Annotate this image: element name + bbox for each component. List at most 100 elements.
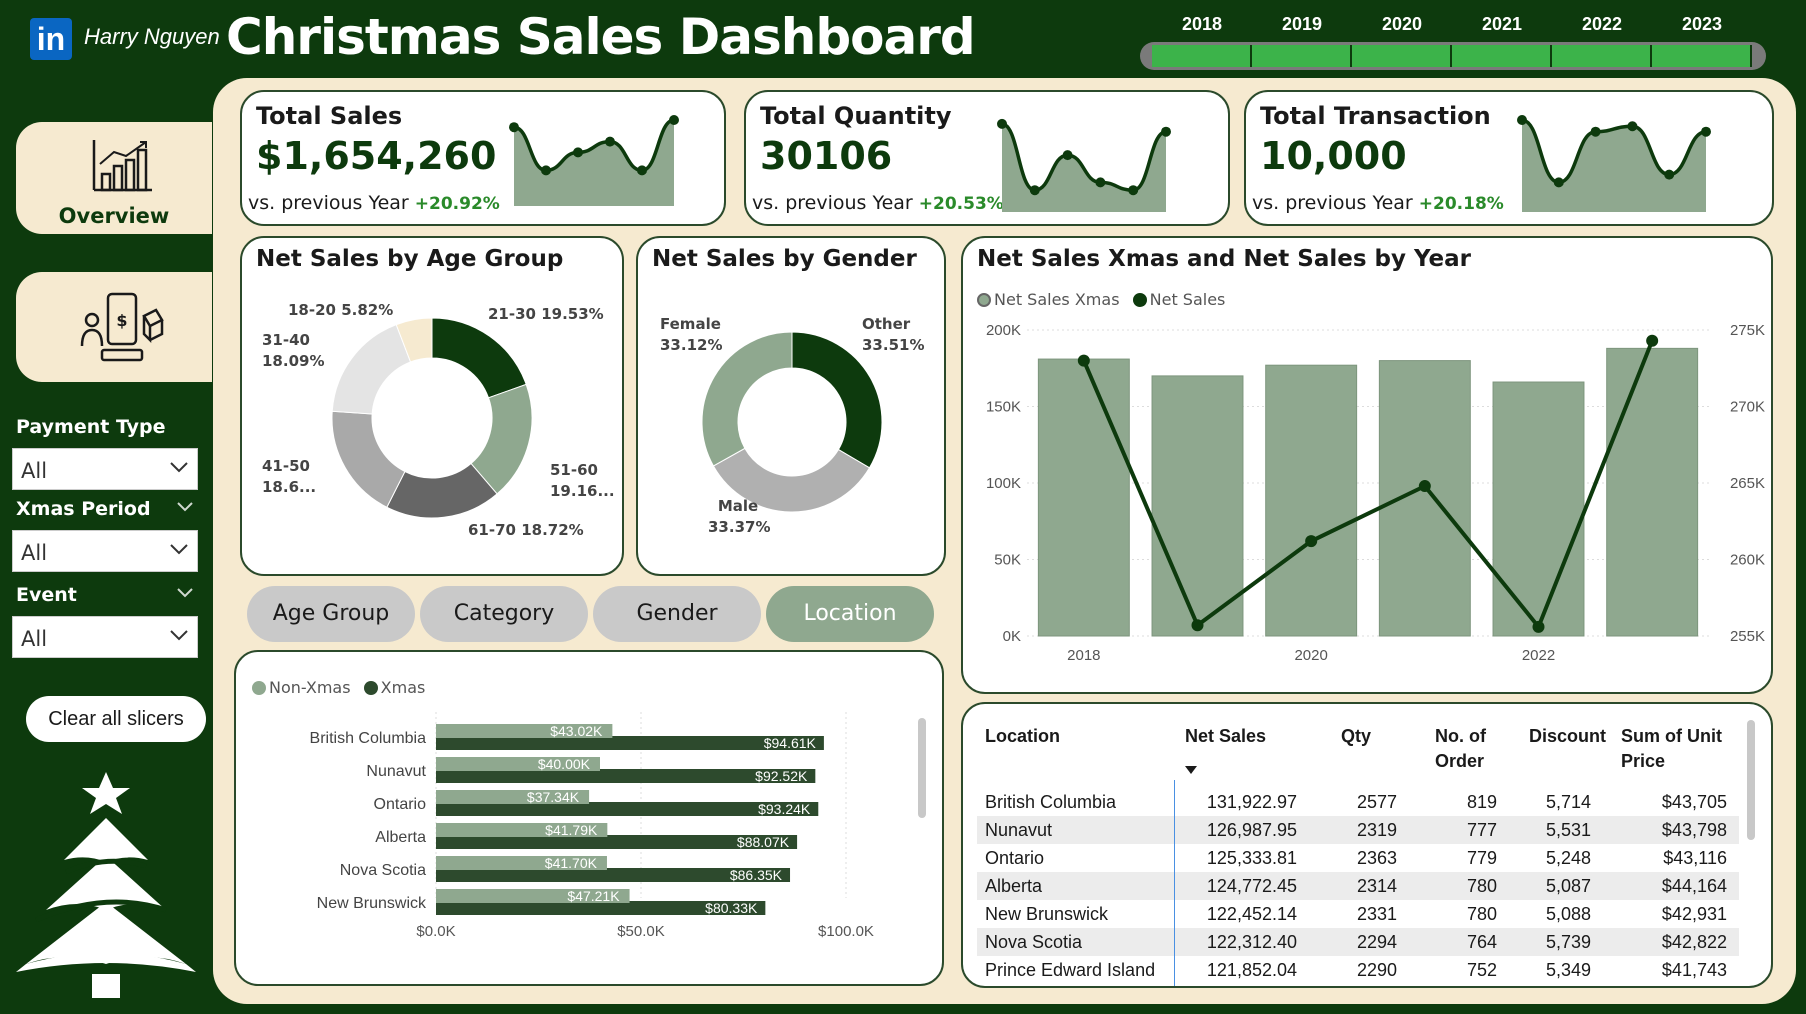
y2-tick-label: 275K: [1730, 322, 1765, 339]
event-dropdown[interactable]: All: [12, 616, 198, 658]
donut-label: Other 33.51%: [862, 315, 925, 354]
data-label: $88.07K: [737, 834, 790, 850]
collapse-chevron-icon[interactable]: [176, 500, 194, 514]
year-label[interactable]: 2022: [1581, 14, 1623, 34]
table-cell: $43,705: [1661, 792, 1727, 812]
kpi-title: Total Quantity: [760, 102, 952, 130]
column-header[interactable]: Qty: [1341, 726, 1372, 746]
donut-slice: [431, 318, 527, 399]
y2-tick-label: 255K: [1730, 628, 1765, 645]
chart-title: Net Sales by Age Group: [256, 246, 564, 272]
year-segment[interactable]: [1452, 45, 1552, 67]
gender-chart-card[interactable]: Net Sales by Gender Other 33.51% Male 33…: [636, 236, 946, 576]
payment-type-dropdown[interactable]: All: [12, 448, 198, 490]
location-bar-chart-card[interactable]: Non-Xmas Xmas $0.0K $50.0K $100.0K British …: [234, 650, 944, 986]
legend-item[interactable]: Net Sales Xmas: [977, 290, 1120, 309]
legend-item[interactable]: Non-Xmas: [252, 678, 351, 697]
table-cell: 752: [1466, 960, 1497, 980]
data-label: $37.34K: [527, 789, 580, 805]
tab-gender[interactable]: Gender: [593, 586, 761, 642]
column-header[interactable]: No. of Order: [1435, 726, 1486, 771]
table-cell: 2294: [1356, 932, 1397, 952]
author-name: Harry Nguyen: [84, 24, 220, 49]
table-row[interactable]: British Columbia 131,922.97 2577 819 5,714 $4…: [977, 788, 1739, 816]
year-segment[interactable]: [1152, 45, 1252, 67]
sparkline-line: [513, 118, 675, 173]
age-donut-chart[interactable]: [332, 318, 532, 518]
sparkline-point: [669, 115, 679, 125]
table-cell: 5,087: [1545, 876, 1591, 896]
year-range-bar[interactable]: [1140, 42, 1766, 70]
bar-non-xmas: [436, 856, 607, 870]
table-cell: $43,116: [1663, 848, 1727, 868]
year-slicer[interactable]: 2018 2019 2020 2021 2022 2023: [1140, 12, 1766, 72]
year-combo-chart-card[interactable]: Net Sales Xmas and Net Sales by Year Net…: [961, 236, 1773, 694]
kpi-card-total-quantity[interactable]: Total Quantity 30106 vs. previous Year +…: [744, 90, 1230, 226]
gender-donut-chart[interactable]: [702, 332, 882, 512]
legend-item[interactable]: Xmas: [363, 678, 425, 697]
tab-category[interactable]: Category: [420, 586, 588, 642]
column-divider: [1174, 780, 1175, 986]
donut-slice: [332, 323, 412, 415]
year-label[interactable]: 2023: [1681, 14, 1723, 34]
sparkline-point: [1161, 126, 1171, 137]
table-row[interactable]: New Brunswick 122,452.14 2331 780 5,088 $42,9…: [977, 900, 1739, 928]
sparkline-point: [1095, 177, 1106, 188]
scrollbar[interactable]: [918, 718, 926, 818]
y-tick-label: 0K: [1003, 628, 1021, 645]
year-segment[interactable]: [1252, 45, 1352, 67]
year-label[interactable]: 2018: [1181, 14, 1223, 34]
location-table-card[interactable]: Location Net Sales Qty No. of Order Disc…: [961, 702, 1773, 988]
table-row[interactable]: Alberta 124,772.45 2314 780 5,087 $44,164: [977, 872, 1739, 900]
legend-item[interactable]: Net Sales: [1132, 290, 1225, 309]
sort-desc-icon[interactable]: [1185, 766, 1197, 774]
table-cell: 764: [1466, 932, 1497, 952]
column-header[interactable]: Sum of Unit Price: [1621, 726, 1722, 771]
year-segment[interactable]: [1652, 45, 1752, 67]
christmas-tree-icon: [16, 772, 196, 998]
column-header[interactable]: Net Sales: [1185, 726, 1267, 746]
donut-slice: [395, 318, 433, 363]
sparkline-point: [605, 136, 615, 147]
nav-transactions-button[interactable]: $: [16, 272, 212, 382]
y2-tick-label: 260K: [1730, 552, 1765, 569]
tab-age-group[interactable]: Age Group: [247, 586, 415, 642]
table-cell: Prince Edward Island: [985, 960, 1156, 980]
nav-overview-button[interactable]: Overview: [16, 122, 212, 234]
year-label[interactable]: 2019: [1281, 14, 1323, 34]
year-label[interactable]: 2021: [1481, 14, 1523, 34]
table-cell: 2319: [1356, 820, 1397, 840]
kpi-card-total-sales[interactable]: Total Sales $1,654,260 vs. previous Year…: [240, 90, 726, 226]
table-row[interactable]: Prince Edward Island 121,852.04 2290 752 5,3…: [977, 956, 1739, 984]
data-label: $80.33K: [705, 900, 758, 916]
chart-title: Net Sales by Gender: [652, 246, 917, 272]
xmas-period-dropdown[interactable]: All: [12, 530, 198, 572]
kpi-card-total-transaction[interactable]: Total Transaction 10,000 vs. previous Ye…: [1244, 90, 1774, 226]
location-bar-chart[interactable]: $0.0K $50.0K $100.0K British Columbia $43.02…: [236, 702, 936, 986]
age-group-chart-card[interactable]: Net Sales by Age Group 21-30 19.53% 51-6…: [240, 236, 624, 576]
clear-all-slicers-button[interactable]: Clear all slicers: [26, 696, 206, 742]
collapse-chevron-icon[interactable]: [176, 586, 194, 600]
column-header[interactable]: Discount: [1529, 726, 1607, 746]
table-row[interactable]: Nunavut 126,987.95 2319 777 5,531 $43,798: [977, 816, 1739, 844]
year-label[interactable]: 2020: [1381, 14, 1423, 34]
bar-non-xmas: [436, 757, 600, 771]
table-cell: New Brunswick: [985, 904, 1109, 924]
column-header[interactable]: Location: [985, 726, 1060, 746]
year-segment[interactable]: [1552, 45, 1652, 67]
tab-location[interactable]: Location: [766, 586, 934, 642]
table-row[interactable]: Ontario 125,333.81 2363 779 5,248 $43,116: [977, 844, 1739, 872]
linkedin-logo[interactable]: in: [30, 18, 72, 60]
bar-xmas: [436, 769, 816, 783]
kpi-title: Total Transaction: [1260, 102, 1491, 130]
event-title: Event: [16, 584, 77, 606]
table-cell: 5,739: [1545, 932, 1591, 952]
table-cell: 125,333.81: [1206, 848, 1297, 868]
sparkline-point: [573, 147, 583, 158]
scrollbar[interactable]: [1747, 720, 1755, 840]
table-row[interactable]: Nova Scotia 122,312.40 2294 764 5,739 $42,822: [977, 928, 1739, 956]
year-segment[interactable]: [1352, 45, 1452, 67]
sparkline-point: [1517, 115, 1527, 125]
table-cell: $41,743: [1661, 960, 1727, 980]
year-combo-chart[interactable]: 0K 50K 100K 150K 200K 255K 260K 265K 270K 275K 201…: [963, 318, 1771, 688]
